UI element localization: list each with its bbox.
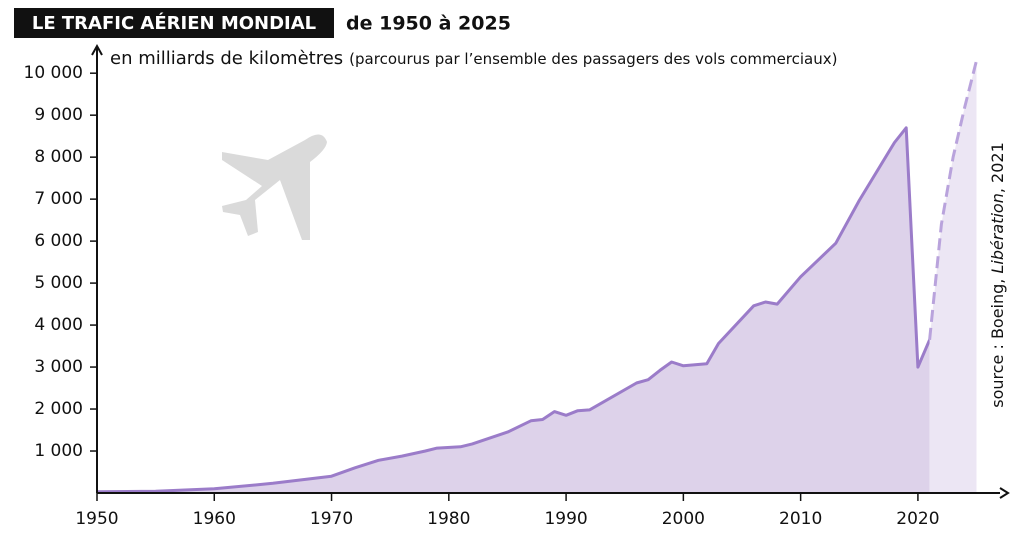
- y-tick-label: 1 000: [34, 441, 83, 461]
- x-tick-label: 1950: [75, 509, 118, 529]
- title-box: [14, 8, 334, 38]
- y-tick-label: 5 000: [34, 273, 83, 293]
- source: source : Boeing, Libération, 2021: [988, 142, 1007, 408]
- x-tick-label: 2000: [662, 509, 705, 529]
- plane-icon: [222, 134, 327, 240]
- y-tick-label: 8 000: [34, 147, 83, 167]
- y-tick-label: 10 000: [24, 63, 83, 83]
- line: [928, 60, 978, 340]
- y-tick-label: 2 000: [34, 399, 83, 419]
- x-tick-label: 1990: [544, 509, 587, 529]
- y-tick-label: 3 000: [34, 357, 83, 377]
- chart-title: LE TRAFIC AÉRIEN MONDIAL: [32, 12, 316, 34]
- x-tick-label: 1980: [427, 509, 470, 529]
- x-arrow: [999, 487, 1010, 499]
- x-tick-label: 1960: [193, 509, 236, 529]
- x-tick-label: 2010: [779, 509, 822, 529]
- y-label-note: (parcourus par l’ensemble des passagers …: [349, 50, 837, 68]
- plot: [96, 60, 978, 494]
- line: [96, 126, 931, 494]
- source-text: , 2021: [988, 142, 1007, 193]
- area: [929, 60, 977, 493]
- y-axis-label: en milliards de kilomètres (parcourus par…: [110, 48, 838, 69]
- source-text: Libération: [988, 193, 1007, 273]
- source-text: source : Boeing,: [988, 274, 1007, 408]
- x-tick-label: 2020: [896, 509, 939, 529]
- x-tick-label: 1970: [310, 509, 353, 529]
- y-tick-label: 6 000: [34, 231, 83, 251]
- y-label: en milliards de kilomètres: [110, 48, 343, 69]
- area: [97, 127, 930, 494]
- y-tick-label: 9 000: [34, 105, 83, 125]
- y-tick-label: 7 000: [34, 189, 83, 209]
- y-arrow: [91, 43, 103, 56]
- chart-subtitle: de 1950 à 2025: [346, 13, 511, 35]
- y-tick-label: 4 000: [34, 315, 83, 335]
